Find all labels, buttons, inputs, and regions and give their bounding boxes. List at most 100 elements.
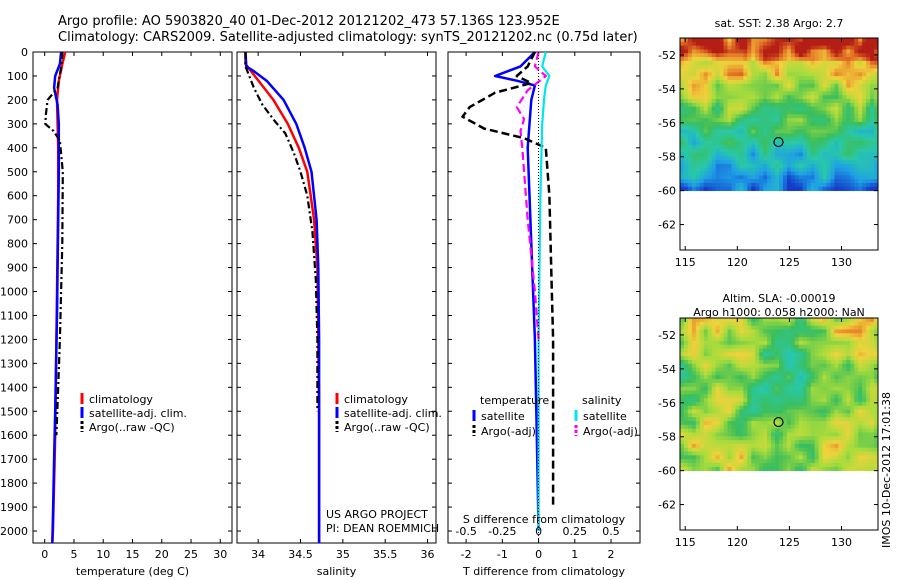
heatmap-cell: [695, 179, 701, 184]
heatmap-cell: [759, 432, 764, 437]
heatmap-cell: [794, 348, 800, 353]
heatmap-cell: [818, 129, 823, 134]
heatmap-cell: [771, 337, 776, 342]
heatmap-cell: [838, 409, 843, 414]
y-tick-label: 400: [7, 142, 28, 155]
heatmap-cell: [767, 102, 772, 108]
heatmap-cell: [755, 118, 760, 123]
heatmap-cell: [834, 64, 839, 69]
heatmap-cell: [790, 432, 796, 437]
heatmap-cell: [814, 363, 819, 369]
heatmap-cell: [826, 386, 831, 391]
heatmap-cell: [715, 321, 720, 327]
heatmap-cell: [699, 137, 705, 142]
heatmap-cell: [838, 363, 843, 369]
heatmap-cell: [727, 352, 732, 357]
heatmap-cell: [703, 337, 709, 342]
heatmap-cell: [826, 179, 831, 184]
heatmap-cell: [707, 459, 713, 464]
heatmap-cell: [715, 160, 720, 165]
heatmap-cell: [727, 99, 732, 104]
heatmap-cell: [858, 463, 863, 468]
heatmap-cell: [755, 455, 760, 460]
heatmap-cell: [771, 45, 776, 50]
heatmap-cell: [711, 95, 717, 100]
heatmap-cell: [715, 329, 720, 334]
heatmap-cell: [767, 137, 772, 142]
heatmap-cell: [771, 38, 776, 43]
heatmap-cell: [691, 148, 697, 153]
heatmap-cell: [703, 371, 709, 376]
heatmap-cell: [715, 129, 720, 134]
heatmap-cell: [822, 382, 827, 388]
heatmap-cell: [755, 163, 760, 169]
heatmap-cell: [870, 321, 875, 327]
heatmap-cell: [727, 38, 732, 43]
heatmap-cell: [858, 333, 863, 338]
heatmap-cell: [727, 329, 732, 334]
heatmap-cell: [683, 163, 689, 169]
heatmap-cell: [818, 417, 823, 422]
heatmap-cell: [874, 463, 879, 468]
heatmap-cell: [751, 363, 756, 369]
heatmap-cell: [870, 144, 875, 150]
heatmap-cell: [854, 152, 859, 157]
heatmap-cell: [814, 401, 819, 407]
heatmap-cell: [866, 424, 871, 430]
heatmap-cell: [691, 175, 697, 180]
heatmap-cell: [727, 167, 732, 172]
heatmap-cell: [695, 68, 701, 73]
heatmap-cell: [826, 394, 831, 399]
heatmap-cell: [838, 57, 843, 62]
heatmap-cell: [691, 129, 697, 134]
heatmap-cell: [767, 379, 772, 384]
heatmap-cell: [874, 466, 879, 472]
heatmap-cell: [798, 141, 804, 146]
heatmap-cell: [695, 394, 701, 399]
heatmap-cell: [727, 91, 732, 96]
heatmap-cell: [767, 45, 772, 50]
heatmap-cell: [790, 160, 796, 165]
heatmap-cell: [870, 183, 875, 188]
heatmap-cell: [866, 386, 871, 391]
heatmap-cell: [739, 390, 744, 395]
heatmap-cell: [743, 110, 748, 115]
heatmap-cell: [759, 121, 764, 127]
heatmap-cell: [759, 428, 764, 433]
heatmap-cell: [703, 167, 709, 172]
heatmap-cell: [727, 60, 732, 66]
heatmap-cell: [810, 463, 816, 468]
heatmap-cell: [767, 186, 772, 192]
heatmap-cell: [755, 337, 760, 342]
heatmap-cell: [775, 121, 780, 127]
heatmap-cell: [735, 137, 740, 142]
heatmap-cell: [826, 447, 831, 452]
heatmap-cell: [826, 49, 831, 54]
heatmap-cell: [866, 49, 871, 54]
heatmap-cell: [719, 186, 724, 192]
heatmap-cell: [695, 118, 701, 123]
heatmap-cell: [818, 76, 823, 81]
heatmap-cell: [842, 352, 847, 357]
heatmap-cell: [802, 401, 808, 407]
heatmap-cell: [711, 382, 717, 388]
heatmap-cell: [723, 463, 728, 468]
heatmap-cell: [826, 102, 831, 108]
heatmap-cell: [779, 163, 784, 169]
heatmap-cell: [763, 121, 768, 127]
heatmap-cell: [854, 451, 859, 456]
heatmap-cell: [751, 45, 756, 50]
heatmap-cell: [854, 421, 859, 426]
heatmap-cell: [723, 171, 728, 176]
heatmap-cell: [802, 118, 808, 123]
heatmap-cell: [870, 38, 875, 43]
heatmap-cell: [814, 144, 819, 150]
heatmap-cell: [834, 432, 839, 437]
heatmap-cell: [786, 436, 792, 441]
heatmap-cell: [775, 133, 780, 138]
heatmap-cell: [731, 129, 736, 134]
heatmap-cell: [751, 432, 756, 437]
heatmap-cell: [854, 163, 859, 169]
heatmap-cell: [818, 38, 823, 43]
heatmap-cell: [747, 436, 752, 441]
